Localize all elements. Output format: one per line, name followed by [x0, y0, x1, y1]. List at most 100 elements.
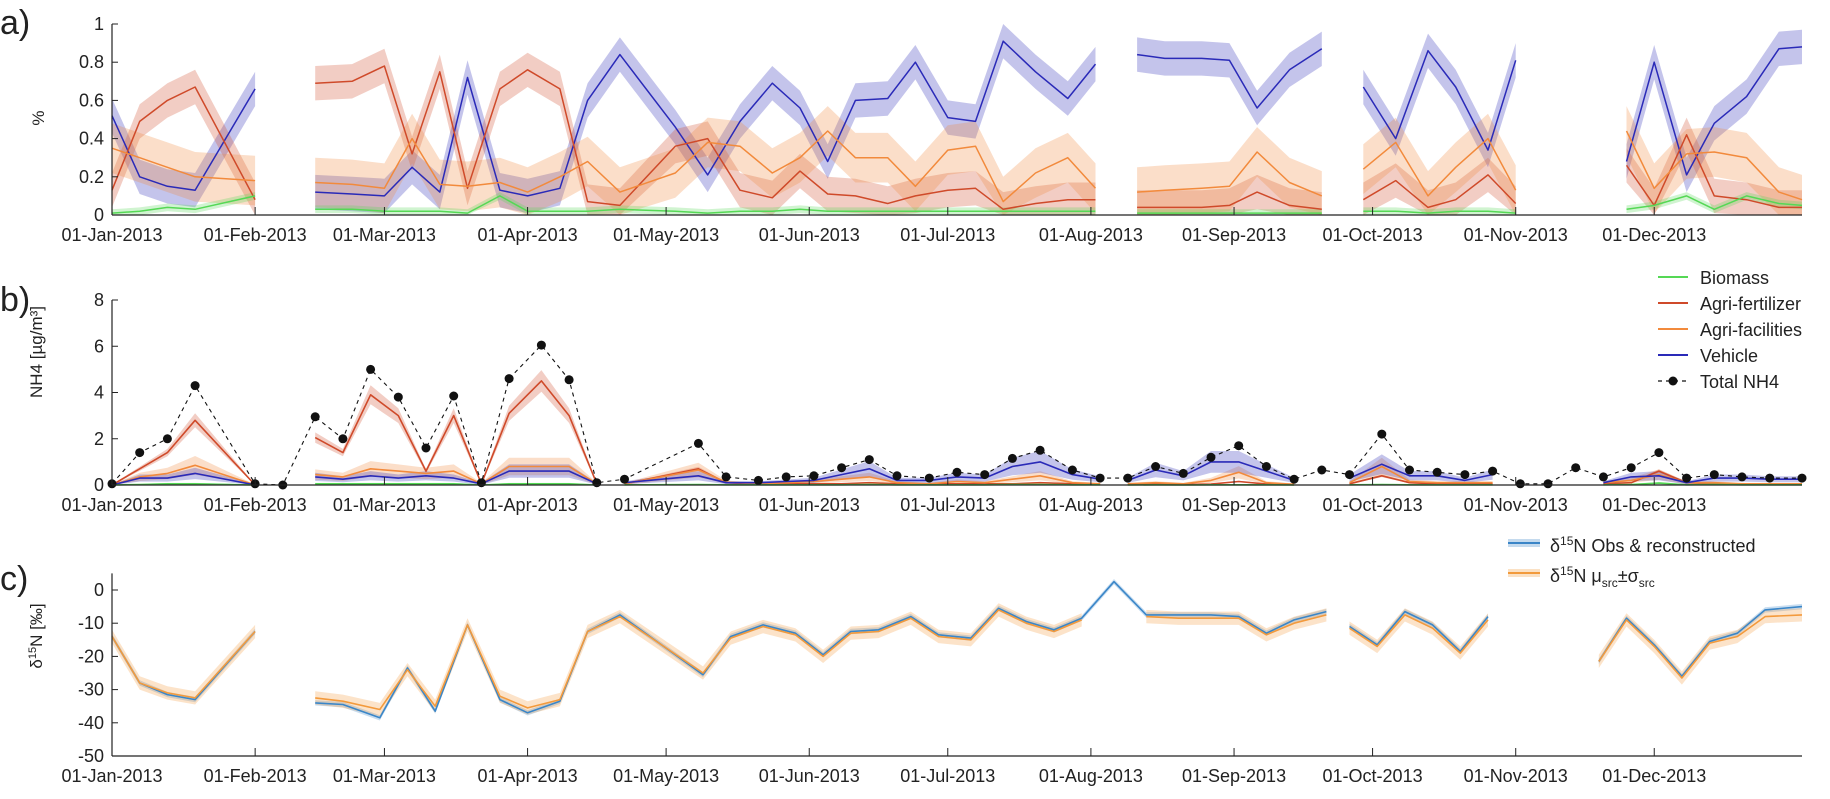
total-nh4-point-10: [422, 444, 431, 453]
total-nh4-point-6: [311, 412, 320, 421]
a-xtick-label-6: 01-Jul-2013: [900, 225, 995, 245]
a-xtick-label-4: 01-May-2013: [613, 225, 719, 245]
a-xtick-label-1: 01-Feb-2013: [204, 225, 307, 245]
c-xtick-label-5: 01-Jun-2013: [759, 766, 860, 786]
c-xtick-label-0: 01-Jan-2013: [61, 766, 162, 786]
b-xtick-label-0: 01-Jan-2013: [61, 495, 162, 515]
legend-b-biomass: Biomass: [1700, 268, 1769, 288]
total-nh4-point-52: [1654, 448, 1663, 457]
panel-label-b: b): [0, 281, 30, 319]
b-xtick-label-10: 01-Nov-2013: [1464, 495, 1568, 515]
a-ytick-label-4: 0.8: [79, 52, 104, 72]
total-nh4-point-57: [1798, 474, 1807, 483]
a-xtick-label-9: 01-Oct-2013: [1323, 225, 1423, 245]
total-nh4-point-18: [694, 439, 703, 448]
total-nh4-point-11: [449, 392, 458, 401]
b-xtick-label-1: 01-Feb-2013: [204, 495, 307, 515]
total-nh4-point-41: [1345, 470, 1354, 479]
c-ytick-label-2: -20: [78, 646, 104, 666]
b-ytick-label-3: 6: [94, 336, 104, 356]
total-nh4-point-40: [1317, 466, 1326, 475]
panel-label-c: c): [0, 560, 28, 598]
legend-c-obs: δ15N Obs & reconstructed: [1550, 534, 1755, 556]
c-xtick-label-11: 01-Dec-2013: [1602, 766, 1706, 786]
c-xtick-label-4: 01-May-2013: [613, 766, 719, 786]
legend-b-agri-fertilizer: Agri-fertilizer: [1700, 294, 1801, 314]
total-nh4-point-49: [1571, 463, 1580, 472]
total-nh4-point-47: [1516, 479, 1525, 488]
band-c-src-4: [1599, 608, 1802, 684]
total-nh4-point-22: [809, 471, 818, 480]
b-xtick-label-5: 01-Jun-2013: [759, 495, 860, 515]
legend-b: Biomass Agri-fertilizer Agri-facilities …: [1658, 268, 1802, 392]
b-xtick-label-4: 01-May-2013: [613, 495, 719, 515]
total-nh4-point-2: [163, 434, 172, 443]
total-nh4-point-19: [722, 472, 731, 481]
a-xtick-label-0: 01-Jan-2013: [61, 225, 162, 245]
a-xtick-label-10: 01-Nov-2013: [1464, 225, 1568, 245]
total-nh4-point-55: [1738, 472, 1747, 481]
c-ytick-label-3: -30: [78, 680, 104, 700]
b-xtick-label-2: 01-Mar-2013: [333, 495, 436, 515]
b-xtick-label-3: 01-Apr-2013: [478, 495, 578, 515]
total-nh4-point-29: [1008, 454, 1017, 463]
total-nh4-point-35: [1179, 469, 1188, 478]
c-xtick-label-9: 01-Oct-2013: [1323, 766, 1423, 786]
legend-b-agri-facilities: Agri-facilities: [1700, 320, 1802, 340]
total-nh4-point-12: [477, 478, 486, 487]
a-xtick-label-2: 01-Mar-2013: [333, 225, 436, 245]
total-nh4-point-45: [1460, 470, 1469, 479]
total-nh4-point-9: [394, 393, 403, 402]
total-nh4-point-37: [1234, 441, 1243, 450]
a-ytick-label-0: 0: [94, 205, 104, 225]
total-nh4-point-34: [1151, 462, 1160, 471]
total-nh4-point-33: [1123, 474, 1132, 483]
band-c-src-3: [1350, 608, 1489, 659]
total-nh4-point-7: [338, 434, 347, 443]
c-xtick-label-8: 01-Sep-2013: [1182, 766, 1286, 786]
total-nh4-point-50: [1599, 472, 1608, 481]
total-nh4-point-20: [754, 476, 763, 485]
legend-b-total-marker: [1669, 377, 1678, 386]
total-nh4-point-54: [1710, 470, 1719, 479]
legend-b-total: Total NH4: [1700, 372, 1779, 392]
b-ytick-label-0: 0: [94, 475, 104, 495]
a-xtick-label-7: 01-Aug-2013: [1039, 225, 1143, 245]
series-c-src-0: [112, 632, 255, 698]
legend-c: δ15N Obs & reconstructed δ15N μsrc±σsrc: [1508, 534, 1755, 590]
panel-label-a: a): [0, 4, 30, 42]
total-nh4-point-24: [865, 455, 874, 464]
a-ytick-label-1: 0.2: [79, 167, 104, 187]
total-nh4-point-31: [1068, 466, 1077, 475]
b-xtick-label-11: 01-Dec-2013: [1602, 495, 1706, 515]
total-nh4-point-27: [953, 468, 962, 477]
band-a-agri_facilities-2: [1137, 127, 1322, 215]
total-nh4-point-36: [1207, 453, 1216, 462]
a-ytick-label-2: 0.4: [79, 129, 104, 149]
c-ytick-label-1: -10: [78, 613, 104, 633]
total-nh4-point-44: [1433, 468, 1442, 477]
c-xtick-label-1: 01-Feb-2013: [204, 766, 307, 786]
c-xtick-label-3: 01-Apr-2013: [478, 766, 578, 786]
axis-label-c-y: δ15N [‰]: [27, 603, 46, 668]
total-nh4-point-23: [837, 463, 846, 472]
total-nh4-point-51: [1627, 463, 1636, 472]
total-nh4-point-28: [980, 470, 989, 479]
c-xtick-label-2: 01-Mar-2013: [333, 766, 436, 786]
b-ytick-label-1: 2: [94, 429, 104, 449]
b-xtick-label-6: 01-Jul-2013: [900, 495, 995, 515]
total-nh4-point-21: [782, 472, 791, 481]
a-xtick-label-5: 01-Jun-2013: [759, 225, 860, 245]
total-nh4-point-13: [505, 374, 514, 383]
total-nh4-point-25: [893, 471, 902, 480]
b-xtick-label-9: 01-Oct-2013: [1323, 495, 1423, 515]
total-nh4-point-30: [1036, 446, 1045, 455]
total-nh4-point-14: [537, 341, 546, 350]
c-ytick-label-0: 0: [94, 580, 104, 600]
b-xtick-label-7: 01-Aug-2013: [1039, 495, 1143, 515]
total-nh4-point-39: [1290, 475, 1299, 484]
